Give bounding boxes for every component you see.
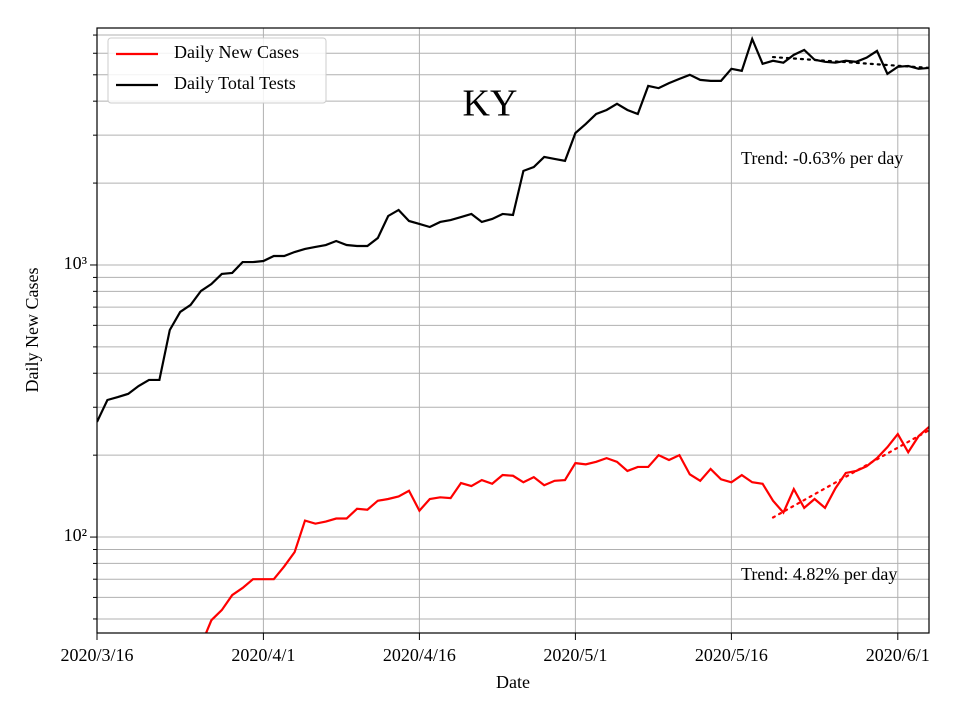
x-tick-label: 2020/5/1 [543, 645, 607, 665]
series-line [204, 426, 929, 633]
legend: Daily New Cases Daily Total Tests [107, 37, 327, 104]
x-axis-label: Date [496, 672, 530, 692]
x-tick-label: 2020/5/16 [695, 645, 768, 665]
y-tick-label: 10³ [64, 253, 88, 273]
series-line [97, 35, 929, 423]
annotation: Trend: 4.82% per day [741, 564, 897, 584]
x-tick-label: 2020/4/16 [383, 645, 456, 665]
legend-box [107, 37, 327, 104]
annotation: Trend: -0.63% per day [741, 148, 903, 168]
trend-line [771, 429, 929, 519]
legend-label: Daily Total Tests [174, 73, 296, 93]
trend-line [771, 55, 929, 70]
plot-lines [97, 35, 929, 633]
plot-frame [96, 27, 930, 634]
x-tick-label: 2020/6/1 [866, 645, 930, 665]
y-tick-label: 10² [64, 525, 87, 545]
chart-title: KY [463, 83, 518, 125]
legend-label: Daily New Cases [174, 42, 299, 62]
x-tick-label: 2020/4/1 [231, 645, 295, 665]
x-tick-label: 2020/3/16 [60, 645, 133, 665]
y-axis-label: Daily New Cases [22, 268, 42, 393]
